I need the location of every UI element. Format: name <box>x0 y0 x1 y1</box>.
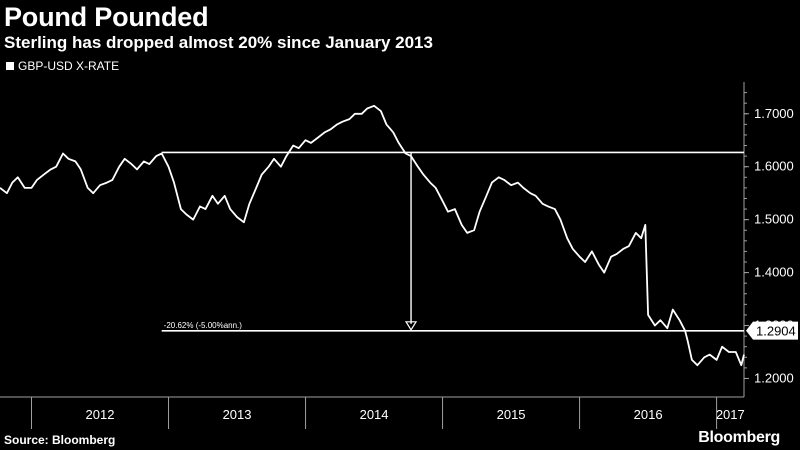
legend: GBP-USD X-RATE <box>6 59 119 73</box>
chart-title: Pound Pounded <box>4 2 209 32</box>
axis-labels: 1.20001.30001.40001.50001.60001.70002012… <box>86 106 798 422</box>
x-tick-label: 2014 <box>360 407 389 422</box>
last-value-marker: 1.2904 <box>746 321 798 340</box>
legend-swatch <box>6 62 14 70</box>
series-line-gbp-usd <box>0 104 745 367</box>
series-layer <box>0 104 745 367</box>
x-tick-label: 2017 <box>716 407 745 422</box>
y-tick-label: 1.6000 <box>754 159 794 174</box>
last-value-label: 1.2904 <box>756 324 796 339</box>
chart-subtitle: Sterling has dropped almost 20% since Ja… <box>4 33 433 52</box>
y-tick-label: 1.7000 <box>754 106 794 121</box>
bloomberg-logo: Bloomberg <box>698 429 780 446</box>
y-tick-label: 1.2000 <box>754 370 794 385</box>
legend-label: GBP-USD X-RATE <box>18 59 120 73</box>
x-tick-label: 2013 <box>223 407 252 422</box>
y-tick-label: 1.5000 <box>754 212 794 227</box>
x-tick-label: 2012 <box>86 407 115 422</box>
y-tick-label: 1.4000 <box>754 265 794 280</box>
axes <box>0 82 749 429</box>
change-annotation: -20.62% (-5.00%ann.) <box>164 321 243 330</box>
last-value-box <box>746 321 798 340</box>
reference-lines <box>161 151 744 332</box>
x-tick-label: 2015 <box>497 407 526 422</box>
x-tick-label: 2016 <box>634 407 663 422</box>
change-arrow-head <box>404 321 418 331</box>
source-note: Source: Bloomberg <box>4 433 116 447</box>
